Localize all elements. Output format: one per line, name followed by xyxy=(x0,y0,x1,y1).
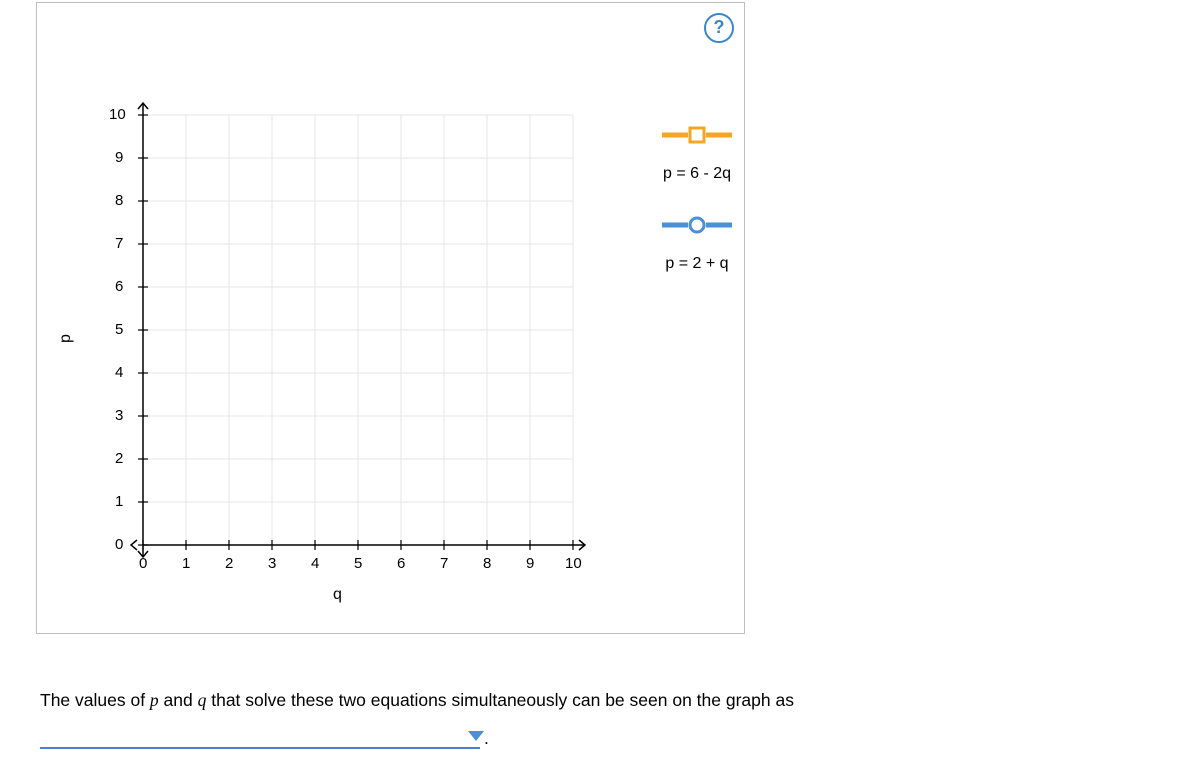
coordinate-plane[interactable] xyxy=(123,95,593,585)
x-tick-label: 3 xyxy=(268,555,276,572)
x-axis-title: q xyxy=(333,586,342,604)
legend-entry-1[interactable]: p = 2 + q xyxy=(627,213,767,273)
chevron-down-icon xyxy=(468,731,484,743)
x-tick-label: 10 xyxy=(565,555,582,572)
x-tick-label: 5 xyxy=(354,555,362,572)
question-var-p: p xyxy=(150,690,159,710)
legend-swatch-0 xyxy=(627,123,767,147)
y-tick-label: 2 xyxy=(115,450,123,467)
y-tick-label: 5 xyxy=(115,321,123,338)
y-tick-label: 10 xyxy=(109,106,126,123)
chart-svg xyxy=(123,95,593,585)
legend-swatch-1 xyxy=(627,213,767,237)
question-mid: and xyxy=(159,690,198,710)
y-tick-label: 0 xyxy=(115,536,123,553)
x-tick-label: 6 xyxy=(397,555,405,572)
y-tick-label: 3 xyxy=(115,407,123,424)
x-tick-label: 9 xyxy=(526,555,534,572)
x-tick-label: 4 xyxy=(311,555,319,572)
page-root: ? p q p = 6 - 2q xyxy=(0,0,1200,769)
y-tick-label: 7 xyxy=(115,235,123,252)
x-tick-label: 2 xyxy=(225,555,233,572)
x-tick-label: 8 xyxy=(483,555,491,572)
legend-entry-0[interactable]: p = 6 - 2q xyxy=(627,123,767,183)
question-text: The values of p and q that solve these t… xyxy=(40,690,794,749)
legend: p = 6 - 2q p = 2 + q xyxy=(627,123,767,303)
y-axis-title: p xyxy=(57,334,75,343)
y-tick-label: 1 xyxy=(115,493,123,510)
answer-dropdown[interactable] xyxy=(40,725,480,749)
question-suffix: that solve these two equations simultane… xyxy=(206,690,794,710)
legend-label-0: p = 6 - 2q xyxy=(627,165,767,183)
y-tick-label: 9 xyxy=(115,149,123,166)
x-tick-label: 7 xyxy=(440,555,448,572)
help-button[interactable]: ? xyxy=(704,13,734,43)
y-tick-label: 6 xyxy=(115,278,123,295)
legend-label-1: p = 2 + q xyxy=(627,255,767,273)
x-tick-label: 0 xyxy=(139,555,147,572)
y-tick-label: 8 xyxy=(115,192,123,209)
y-tick-label: 4 xyxy=(115,364,123,381)
x-tick-label: 1 xyxy=(182,555,190,572)
question-prefix: The values of xyxy=(40,690,150,710)
question-period: . xyxy=(484,728,489,748)
chart-panel: ? p q p = 6 - 2q xyxy=(36,2,745,634)
